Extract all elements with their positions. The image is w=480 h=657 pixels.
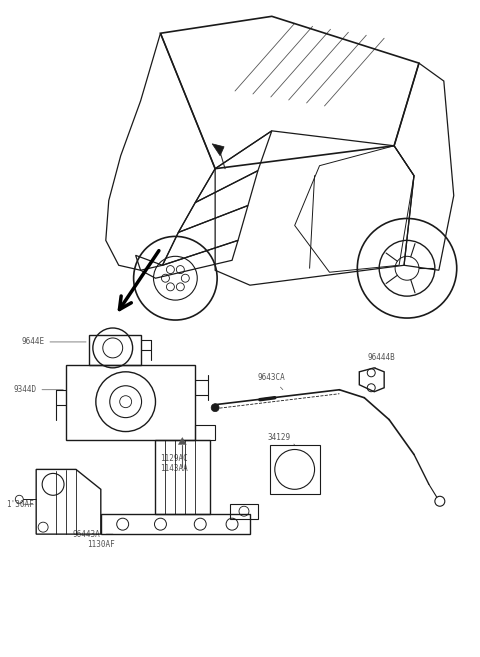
Circle shape — [211, 403, 219, 412]
Text: 1143AA: 1143AA — [160, 464, 188, 474]
Text: 9643CA: 9643CA — [258, 373, 286, 390]
Text: 34129: 34129 — [268, 433, 295, 445]
Text: 9344D: 9344D — [13, 385, 63, 394]
Polygon shape — [179, 438, 186, 445]
Text: 1'30AF: 1'30AF — [6, 500, 34, 509]
Text: 1129AC: 1129AC — [160, 455, 188, 463]
Polygon shape — [212, 144, 224, 156]
Text: 96443A: 96443A — [73, 530, 113, 539]
Text: 9644E: 9644E — [21, 338, 86, 346]
Text: 1130AF: 1130AF — [87, 540, 115, 549]
Text: 96444B: 96444B — [367, 353, 395, 369]
